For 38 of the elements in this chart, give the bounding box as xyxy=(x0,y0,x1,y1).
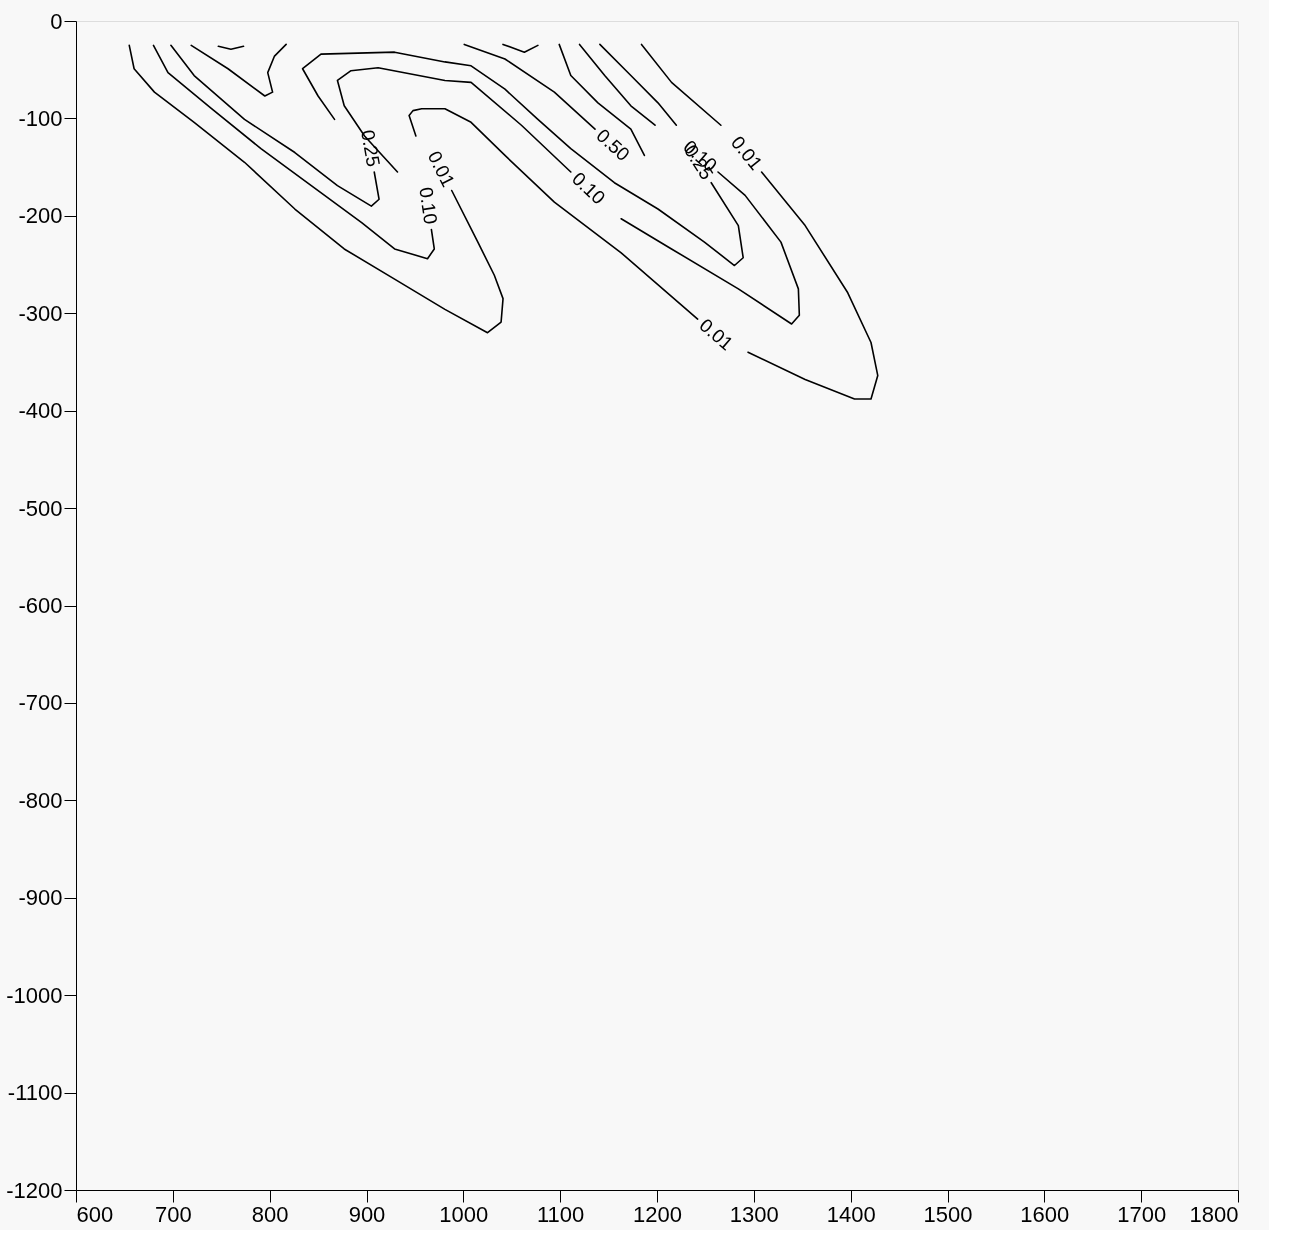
line-series xyxy=(190,43,287,97)
text: 0.01 xyxy=(695,314,737,355)
x-tick-label: 700 xyxy=(154,1201,192,1227)
x-tick-label: 1500 xyxy=(923,1201,973,1227)
line-series xyxy=(170,44,380,207)
line-series xyxy=(463,43,596,130)
y-tick-label: -100 xyxy=(18,105,63,131)
x-tick-label: 1600 xyxy=(1020,1201,1070,1227)
y-tick-label: 0 xyxy=(50,8,63,34)
y-tick-label: -300 xyxy=(18,300,63,326)
x-tick-label: 1700 xyxy=(1117,1201,1167,1227)
y-tick-label: -200 xyxy=(18,203,63,229)
x-tick-label: 1300 xyxy=(729,1201,779,1227)
y-tick-label: -700 xyxy=(18,690,63,716)
x-tick-label: 1000 xyxy=(439,1201,489,1227)
text: 0.50 xyxy=(592,124,634,166)
x-tick-label: 800 xyxy=(251,1201,289,1227)
x-tick-label: 1100 xyxy=(537,1201,585,1227)
y-tick-label: -500 xyxy=(18,495,63,521)
y-tick-label: -1100 xyxy=(7,1080,63,1106)
y-tick-label: -900 xyxy=(18,885,63,911)
text: 0.25 xyxy=(356,128,385,169)
line-series xyxy=(599,43,678,127)
y-tick-label: -400 xyxy=(18,398,63,424)
y-tick-label: -1200 xyxy=(6,1177,63,1203)
y-tick-label: -800 xyxy=(18,787,63,813)
x-tick-label: 900 xyxy=(348,1201,386,1227)
x-tick-label: 600 xyxy=(76,1201,114,1227)
text: 0.10 xyxy=(415,185,442,226)
x-tick-label: 1400 xyxy=(826,1201,876,1227)
text: 0.10 xyxy=(567,167,610,209)
y-tick-label: -600 xyxy=(18,593,63,618)
line-series xyxy=(128,44,504,334)
line-series xyxy=(578,43,656,127)
x-tick-label: 1200 xyxy=(633,1201,682,1227)
y-tick-label: -1000 xyxy=(6,982,63,1008)
x-tick-label: 1800 xyxy=(1189,1201,1239,1227)
line-series xyxy=(747,171,879,400)
